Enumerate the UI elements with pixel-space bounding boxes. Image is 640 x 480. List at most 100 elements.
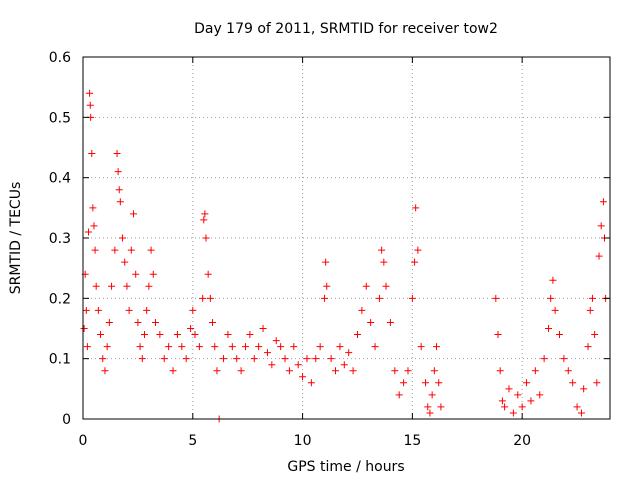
- data-point: [224, 331, 232, 339]
- data-point: [268, 361, 276, 369]
- data-point: [422, 379, 430, 387]
- data-point: [80, 325, 88, 332]
- grid: [83, 57, 610, 419]
- data-point: [593, 379, 601, 387]
- data-point: [285, 367, 293, 375]
- data-point: [380, 258, 388, 266]
- data-point: [250, 355, 258, 363]
- data-point: [336, 343, 344, 351]
- data-point: [501, 403, 509, 411]
- y-tick-label: 0.4: [49, 171, 71, 187]
- data-point: [540, 355, 548, 363]
- data-point: [237, 367, 245, 375]
- data-point: [132, 270, 140, 278]
- x-tick-label: 15: [403, 433, 421, 449]
- data-point: [88, 150, 96, 158]
- data-point: [362, 282, 370, 290]
- data-point: [228, 343, 236, 351]
- data-point: [90, 222, 98, 230]
- data-point: [83, 343, 91, 351]
- data-point: [290, 343, 298, 351]
- data-point: [111, 246, 119, 254]
- data-point: [545, 325, 553, 332]
- data-point: [187, 325, 195, 332]
- data-point: [426, 409, 434, 417]
- data-point: [435, 379, 443, 387]
- data-point: [156, 331, 164, 339]
- x-tick-label: 0: [79, 433, 88, 449]
- data-point: [206, 294, 214, 302]
- tick-labels: 0 0.1 0.2 0.3 0.4 0.5 0.6 0 5 10 15 20: [49, 50, 531, 449]
- data-point: [547, 294, 555, 302]
- data-point: [327, 355, 335, 363]
- data-point: [509, 409, 517, 417]
- data-point: [349, 367, 357, 375]
- data-point: [400, 379, 408, 387]
- data-point: [169, 367, 177, 375]
- data-point: [323, 282, 331, 290]
- data-point: [591, 331, 599, 339]
- y-axis-label: SRMTID / TECUs: [8, 182, 24, 295]
- data-point: [92, 282, 100, 290]
- data-point: [551, 306, 559, 314]
- data-point: [94, 306, 102, 314]
- data-point: [220, 355, 228, 363]
- data-point: [332, 367, 340, 375]
- data-point: [281, 355, 289, 363]
- data-point: [358, 306, 366, 314]
- y-tick-label: 0.6: [49, 50, 71, 66]
- data-point: [303, 355, 311, 363]
- data-point: [586, 306, 594, 314]
- data-point: [103, 343, 111, 351]
- data-point: [496, 367, 504, 375]
- data-point: [114, 168, 122, 176]
- data-point: [549, 276, 557, 284]
- data-point: [115, 186, 123, 194]
- x-tick-label: 5: [188, 433, 197, 449]
- data-point: [191, 331, 199, 339]
- data-point: [97, 331, 105, 339]
- data-point: [294, 361, 302, 369]
- data-point: [145, 282, 153, 290]
- y-tick-label: 0.5: [49, 110, 71, 126]
- data-point: [246, 331, 254, 339]
- data-point: [577, 409, 585, 417]
- data-point: [408, 294, 416, 302]
- x-tick-label: 20: [513, 433, 531, 449]
- data-point: [82, 306, 90, 314]
- data-point: [412, 204, 420, 212]
- data-point: [241, 343, 249, 351]
- data-point: [391, 367, 399, 375]
- data-point: [564, 367, 572, 375]
- data-point: [134, 318, 142, 326]
- data-point: [259, 325, 267, 332]
- data-point: [123, 282, 131, 290]
- data-point: [414, 246, 422, 254]
- data-point: [84, 228, 92, 236]
- data-point: [136, 343, 144, 351]
- data-point: [584, 343, 592, 351]
- data-point: [395, 391, 403, 399]
- data-point: [375, 294, 383, 302]
- x-tick-label: 10: [294, 433, 312, 449]
- data-point: [138, 355, 146, 363]
- data-point: [321, 294, 329, 302]
- data-point: [125, 306, 133, 314]
- data-point: [437, 403, 445, 411]
- data-point: [204, 270, 212, 278]
- data-point: [424, 403, 432, 411]
- data-point: [108, 282, 116, 290]
- y-tick-label: 0: [62, 412, 71, 428]
- data-point: [86, 101, 94, 109]
- data-point: [428, 391, 436, 399]
- data-point: [189, 306, 197, 314]
- data-point: [307, 379, 315, 387]
- data-point: [89, 204, 97, 212]
- data-point: [277, 343, 285, 351]
- data-point: [498, 397, 506, 405]
- data-point: [382, 282, 390, 290]
- data-point: [130, 210, 138, 218]
- data-point: [523, 379, 531, 387]
- data-point: [200, 216, 208, 224]
